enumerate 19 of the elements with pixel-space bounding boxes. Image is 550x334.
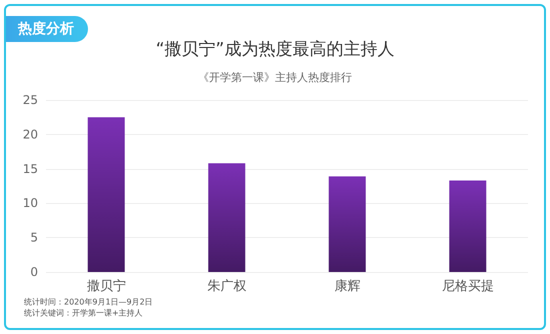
y-tick-label: 20 bbox=[22, 127, 38, 142]
bar bbox=[208, 163, 246, 272]
text: 统计时间：2020年9月1日—9月2日 bbox=[24, 298, 153, 306]
y-tick-label: 10 bbox=[22, 196, 38, 210]
bar bbox=[88, 117, 125, 272]
bar bbox=[328, 176, 366, 272]
y-tick-label: 0 bbox=[30, 265, 38, 279]
text: 统计关键词：开学第一课+主持人 bbox=[24, 308, 143, 318]
x-tick-label: 撒贝宁 bbox=[86, 278, 126, 294]
x-tick-label: 尼格买提 bbox=[442, 279, 494, 294]
chart-subtitle: 《开学第一课》主持人热度排行 bbox=[198, 71, 352, 84]
x-tick-label: 康辉 bbox=[334, 279, 360, 294]
y-tick-label: 15 bbox=[22, 162, 38, 176]
y-tick-label: 5 bbox=[30, 230, 38, 245]
bar bbox=[449, 180, 486, 272]
y-tick-label: 25 bbox=[22, 93, 38, 107]
text: 热度分析 bbox=[17, 20, 74, 37]
chart-title: “撒贝宁”成为热度最高的主持人 bbox=[156, 40, 394, 60]
x-tick-label: 朱广权 bbox=[207, 279, 246, 294]
